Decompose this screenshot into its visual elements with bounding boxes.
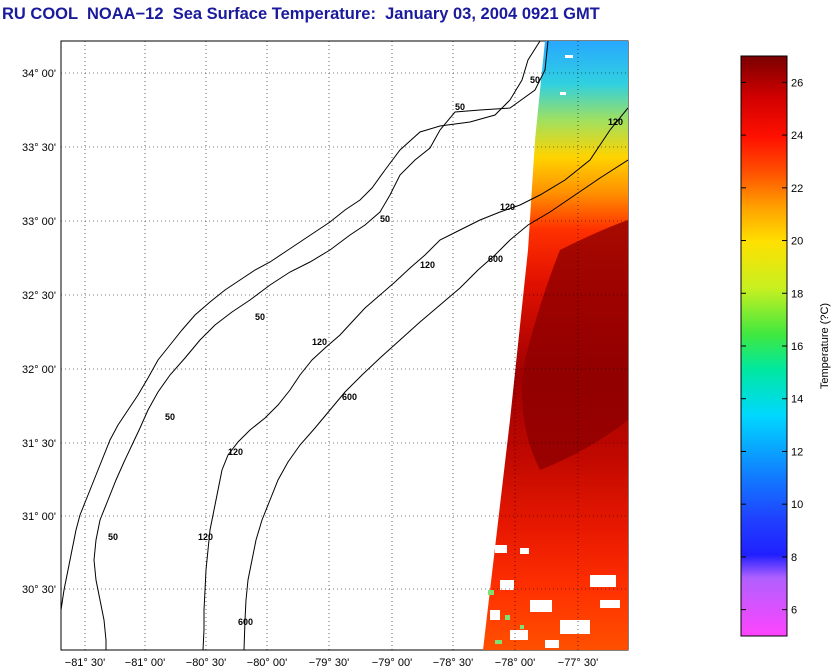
colorbar-tick-label: 6	[791, 605, 797, 617]
contour-label: 50	[380, 214, 390, 224]
colorbar-label: Temperature (?C)	[819, 303, 831, 389]
contour-label: 120	[198, 532, 213, 542]
longitude-labels: −81° 30' −81° 00' −80° 30' −80° 00' −79°…	[65, 657, 598, 669]
map-title: RU COOL NOAA−12 Sea Surface Temperature:…	[2, 5, 600, 23]
contour-label: 50	[255, 312, 265, 322]
colorbar-tick-label: 26	[791, 77, 803, 89]
lat-tick-label: 32° 30'	[22, 290, 56, 302]
isobath-120	[202, 107, 628, 650]
colorbar-tick-label: 8	[791, 552, 797, 564]
contour-label: 50	[530, 75, 540, 85]
lon-tick-label: −80° 30'	[186, 657, 226, 669]
contour-label: 50	[165, 412, 175, 422]
lon-tick-label: −81° 30'	[65, 657, 105, 669]
lon-tick-label: −81° 00'	[125, 657, 165, 669]
contour-labels: 50 50 50 50 50 50 120 120 120 120 120 12…	[108, 75, 623, 627]
blue-speckles	[560, 55, 573, 95]
contour-label: 50	[455, 102, 465, 112]
lat-tick-label: 34° 00'	[22, 68, 56, 80]
lat-tick-label: 30° 30'	[22, 584, 56, 596]
lon-tick-label: −80° 00'	[247, 657, 287, 669]
contour-label: 120	[312, 337, 327, 347]
colorbar-tick-label: 16	[791, 341, 803, 353]
colorbar-tick-label: 20	[791, 236, 803, 248]
map-grid	[61, 41, 628, 650]
cloud-patches	[490, 545, 620, 648]
colorbar-tick-label: 24	[791, 130, 803, 142]
gulf-stream-core	[522, 220, 628, 470]
colorbar-ticks: 26 24 22 20 18 16 14 12 10 8 6	[741, 77, 803, 617]
colorbar	[740, 55, 788, 637]
coastline	[61, 41, 541, 611]
lon-tick-label: −78° 00'	[495, 657, 535, 669]
isobath-600	[243, 159, 628, 650]
lon-tick-label: −79° 00'	[372, 657, 412, 669]
green-speckles	[488, 590, 524, 644]
contour-label: 120	[420, 260, 435, 270]
contour-label: 50	[108, 532, 118, 542]
colorbar-tick-label: 18	[791, 288, 803, 300]
lon-tick-label: −79° 30'	[309, 657, 349, 669]
lon-tick-label: −77° 30'	[558, 657, 598, 669]
colorbar-tick-label: 12	[791, 446, 803, 458]
contour-label: 120	[228, 447, 243, 457]
lat-tick-label: 33° 30'	[22, 142, 56, 154]
contour-label: 120	[608, 117, 623, 127]
contour-label: 600	[488, 254, 503, 264]
contour-label: 600	[238, 617, 253, 627]
latitude-labels: 34° 00' 33° 30' 33° 00' 32° 30' 32° 00' …	[22, 68, 56, 596]
lon-tick-label: −78° 30'	[433, 657, 473, 669]
lat-tick-label: 31° 00'	[22, 511, 56, 523]
colorbar-tick-label: 10	[791, 499, 803, 511]
colorbar-tick-label: 22	[791, 183, 803, 195]
lat-tick-label: 33° 00'	[22, 216, 56, 228]
lat-tick-label: 32° 00'	[22, 364, 56, 376]
contour-label: 600	[342, 392, 357, 402]
colorbar-tick-label: 14	[791, 394, 803, 406]
lat-tick-label: 31° 30'	[22, 438, 56, 450]
isobath-50	[93, 41, 549, 650]
contour-label: 120	[500, 202, 515, 212]
